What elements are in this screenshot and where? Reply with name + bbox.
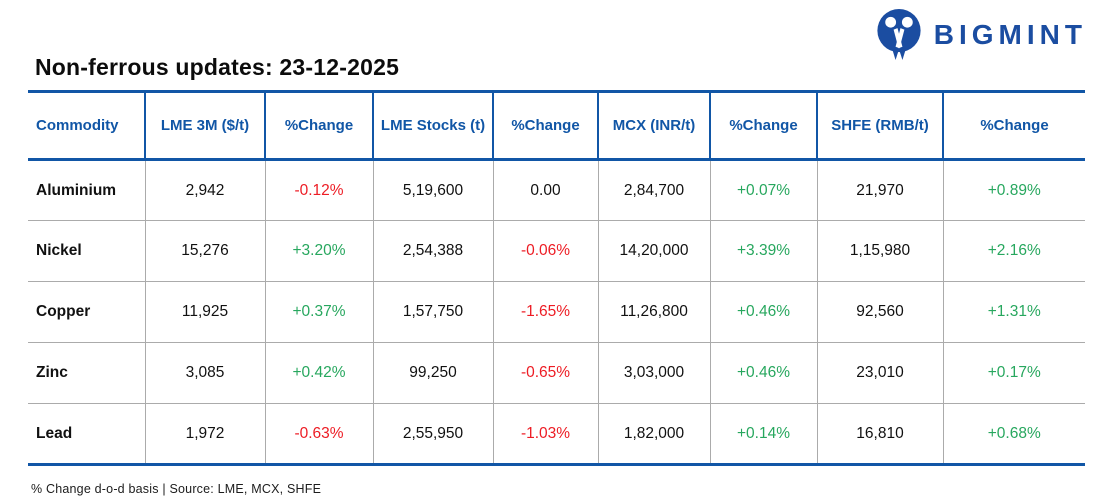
change-cell: +2.16% xyxy=(942,220,1085,282)
commodity-cell: Copper xyxy=(28,281,145,343)
value-cell: 11,925 xyxy=(144,281,265,343)
value-cell: 1,82,000 xyxy=(597,403,710,466)
change-cell: -0.63% xyxy=(264,403,373,466)
change-cell: +0.07% xyxy=(709,159,817,221)
change-cell: +0.46% xyxy=(709,342,817,404)
header-change-stocks: %Change xyxy=(492,90,598,161)
table-row: Aluminium 2,942 -0.12% 5,19,600 0.00 2,84,700… xyxy=(28,159,1085,221)
value-cell: 16,810 xyxy=(816,403,943,466)
commodity-cell: Aluminium xyxy=(36,181,117,199)
value-cell: 3,03,000 xyxy=(597,342,710,404)
value-cell: 92,560 xyxy=(816,281,943,343)
change-cell: -1.03% xyxy=(492,403,598,466)
header-change-shfe: %Change xyxy=(942,90,1085,161)
value-cell: 99,250 xyxy=(372,342,493,404)
change-cell: +0.37% xyxy=(264,281,373,343)
table-row: Zinc 3,085 +0.42% 99,250 -0.65% 3,03,000 +0.46… xyxy=(28,342,1085,404)
value-cell: 2,54,388 xyxy=(372,220,493,282)
change-cell: -0.12% xyxy=(264,159,373,221)
header-lme-3m: LME 3M ($/t) xyxy=(144,90,265,161)
header-shfe: SHFE (RMB/t) xyxy=(816,90,943,161)
change-cell: +0.68% xyxy=(942,403,1085,466)
table-row: Nickel 15,276 +3.20% 2,54,388 -0.06% 14,20,00… xyxy=(28,220,1085,282)
value-cell: 23,010 xyxy=(816,342,943,404)
change-cell: 0.00 xyxy=(492,159,598,221)
change-cell: -0.65% xyxy=(492,342,598,404)
value-cell: 1,57,750 xyxy=(372,281,493,343)
value-cell: 1,15,980 xyxy=(816,220,943,282)
change-cell: -0.06% xyxy=(492,220,598,282)
header-change-mcx: %Change xyxy=(709,90,817,161)
commodity-cell: Zinc xyxy=(28,342,145,404)
commodity-cell: Nickel xyxy=(28,220,145,282)
change-cell: +0.42% xyxy=(264,342,373,404)
value-cell: 14,20,000 xyxy=(597,220,710,282)
value-cell: 1,972 xyxy=(144,403,265,466)
change-cell: +0.17% xyxy=(942,342,1085,404)
change-cell: +3.39% xyxy=(709,220,817,282)
page-title: Non-ferrous updates: 23-12-2025 xyxy=(35,54,400,80)
value-cell: 2,55,950 xyxy=(372,403,493,466)
commodities-table: Commodity LME 3M ($/t) %Change LME Stock… xyxy=(28,90,1085,466)
value-cell: 3,085 xyxy=(144,342,265,404)
value-cell: 2,84,700 xyxy=(597,159,710,221)
change-cell: +1.31% xyxy=(942,281,1085,343)
value-cell: 5,19,600 xyxy=(372,159,493,221)
value-cell: 2,942 xyxy=(144,159,265,221)
value-cell: 21,970 xyxy=(816,159,943,221)
source-footnote: % Change d-o-d basis | Source: LME, MCX,… xyxy=(31,482,322,496)
change-cell: -1.65% xyxy=(492,281,598,343)
brand-wordmark: BIGMINT xyxy=(933,19,1087,50)
bigmint-logo: BIGMINT xyxy=(874,8,1087,62)
header-lme-stocks: LME Stocks (t) xyxy=(372,90,493,161)
header-commodity: Commodity xyxy=(28,90,145,161)
bigmint-circle-people-icon xyxy=(877,8,921,61)
change-cell: +0.89% xyxy=(942,159,1085,221)
change-cell: +0.46% xyxy=(709,281,817,343)
table-row: Lead 1,972 -0.63% 2,55,950 -1.03% 1,82,000 +0.… xyxy=(28,403,1085,466)
table-body: Aluminium 2,942 -0.12% 5,19,600 0.00 2,84,700… xyxy=(28,159,1085,466)
table-header-row: Commodity LME 3M ($/t) %Change LME Stock… xyxy=(28,90,1085,161)
header-mcx: MCX (INR/t) xyxy=(597,90,710,161)
header-change-lme: %Change xyxy=(264,90,373,161)
commodity-cell: Lead xyxy=(28,403,145,466)
change-cell: +0.14% xyxy=(709,403,817,466)
value-cell: 11,26,800 xyxy=(597,281,710,343)
table-row: Copper 11,925 +0.37% 1,57,750 -1.65% 11,26,80… xyxy=(28,281,1085,343)
value-cell: 15,276 xyxy=(144,220,265,282)
change-cell: +3.20% xyxy=(264,220,373,282)
